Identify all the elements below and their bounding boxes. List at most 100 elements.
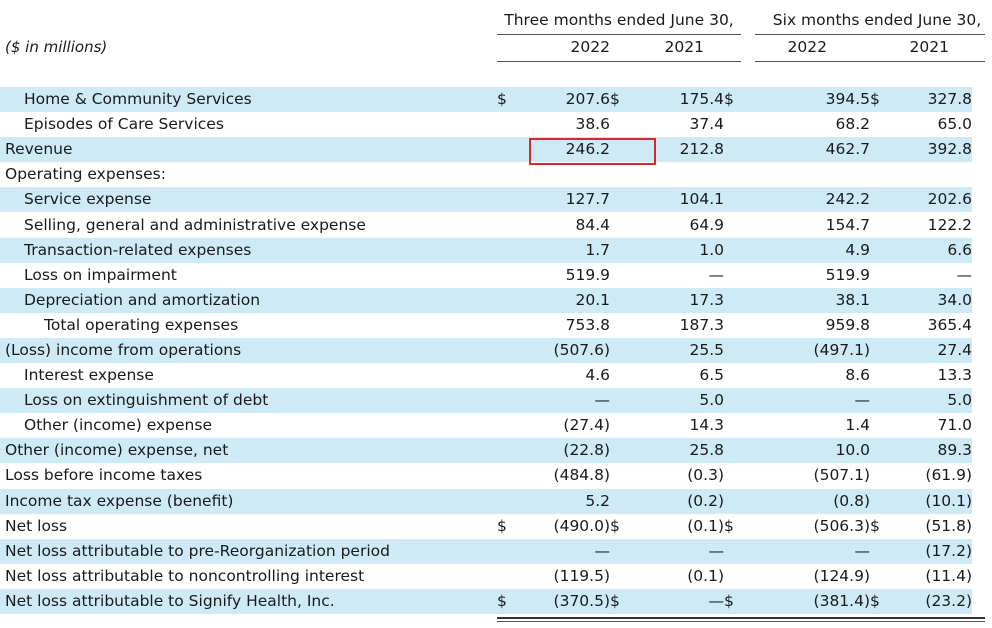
row-label: Net loss attributable to pre-Reorganizat… — [0, 538, 497, 564]
value-q2-2022: (22.8) — [517, 438, 610, 464]
currency-symbol — [724, 212, 748, 237]
table-row: Other (income) expense, net (22.8) 25.8 10.… — [0, 438, 972, 464]
currency-symbol — [610, 237, 634, 263]
currency-symbol — [870, 463, 894, 488]
currency-symbol — [497, 137, 517, 163]
value-h1-2021: 122.2 — [927, 215, 972, 234]
row-label: Loss on extinguishment of debt — [0, 388, 497, 414]
row-label: Home & Community Services — [0, 87, 497, 113]
table-row: Selling, general and administrative expe… — [0, 212, 972, 237]
currency-symbol — [870, 137, 894, 163]
value-h1-2021: — — [956, 265, 973, 284]
value-q2-2022: (27.4) — [563, 416, 610, 435]
currency-symbol — [610, 564, 634, 589]
six-months-header: Six months ended June 30, — [772, 11, 982, 29]
row-label: Other (income) expense, net — [0, 438, 497, 464]
value-q2-2022: (507.6) — [517, 337, 610, 364]
currency-symbol: $ — [610, 516, 620, 535]
currency-symbol — [870, 413, 894, 438]
value-q2-2021: 37.4 — [689, 115, 724, 134]
currency-symbol — [610, 287, 634, 313]
table-row: Loss before income taxes (484.8) (0.3) (507… — [0, 463, 972, 488]
value-q2-2022: 4.6 — [585, 366, 610, 385]
row-label: Other (income) expense — [24, 416, 212, 435]
table-row: Loss on extinguishment of debt — 5.0 — 5.0 — [0, 388, 972, 414]
row-label: Net loss — [5, 516, 68, 535]
value-q2-2021 — [634, 162, 724, 187]
row-label: Service expense — [0, 187, 497, 213]
currency-symbol — [610, 112, 634, 137]
currency-symbol — [497, 162, 517, 187]
value-h1-2021: 65.0 — [937, 115, 972, 134]
currency-symbol: $ — [870, 588, 894, 614]
value-h1-2022: 519.9 — [825, 265, 870, 284]
six-months-underline — [755, 34, 985, 35]
currency-symbol — [724, 287, 748, 313]
value-q2-2022 — [517, 162, 610, 187]
currency-symbol — [870, 388, 894, 414]
currency-symbol — [724, 363, 748, 388]
value-q2-2022: 519.9 — [565, 265, 610, 284]
table-row: Revenue 246.2 212.8 462.7 392.8 — [0, 137, 972, 163]
currency-symbol: $ — [610, 87, 634, 113]
currency-symbol — [497, 463, 517, 488]
table-row: Other (income) expense (27.4) 14.3 1.4 71.0 — [0, 413, 972, 438]
table-row: Loss on impairment 519.9 — 519.9 — — [0, 263, 972, 288]
row-label: Operating expenses: — [5, 165, 166, 184]
currency-symbol — [610, 363, 634, 388]
currency-symbol — [497, 112, 517, 137]
value-h1-2021: (10.1) — [894, 488, 972, 514]
table-row: Net loss $ (490.0) $ (0.1) $ (506.3) $ (51.8) — [0, 514, 972, 539]
row-label: Transaction-related expenses — [0, 237, 497, 263]
currency-symbol — [497, 287, 517, 313]
currency-symbol — [870, 538, 894, 564]
row-label: Depreciation and amortization — [0, 287, 497, 313]
value-h1-2022: (497.1) — [748, 337, 870, 364]
currency-symbol — [497, 212, 517, 237]
currency-symbol — [610, 388, 634, 414]
currency-symbol: $ — [497, 87, 517, 113]
currency-symbol — [870, 287, 894, 313]
value-q2-2021: 175.4 — [634, 87, 724, 113]
value-q2-2021: 25.5 — [634, 337, 724, 364]
currency-symbol — [497, 388, 517, 414]
value-q2-2022: 84.4 — [575, 215, 610, 234]
revenue-highlight-box — [529, 138, 656, 165]
currency-symbol — [724, 112, 748, 137]
currency-symbol — [610, 413, 634, 438]
value-q2-2022: — — [517, 538, 610, 564]
value-q2-2022: 38.6 — [575, 115, 610, 134]
value-h1-2021: 71.0 — [937, 416, 972, 435]
table-row: Operating expenses: — [0, 162, 972, 187]
currency-symbol — [724, 263, 748, 288]
row-label: (Loss) income from operations — [0, 337, 497, 364]
value-h1-2022: (0.8) — [748, 488, 870, 514]
currency-symbol — [497, 263, 517, 288]
currency-symbol — [497, 237, 517, 263]
value-h1-2022: — — [748, 538, 870, 564]
table-row: Episodes of Care Services 38.6 37.4 68.2 65.… — [0, 112, 972, 137]
value-h1-2022: (381.4) — [748, 588, 870, 614]
value-q2-2021: (0.1) — [687, 566, 724, 585]
three-months-underline — [497, 34, 741, 35]
table-row: Total operating expenses 753.8 187.3 959.8 3… — [0, 313, 972, 338]
value-h1-2022: 68.2 — [835, 115, 870, 134]
value-h1-2021: 89.3 — [894, 438, 972, 464]
currency-symbol — [610, 337, 634, 364]
currency-symbol — [724, 237, 748, 263]
value-h1-2021: (61.9) — [925, 466, 972, 485]
value-h1-2022: 1.4 — [845, 416, 870, 435]
currency-symbol — [497, 313, 517, 338]
value-h1-2022 — [748, 162, 870, 187]
table-row: Depreciation and amortization 20.1 17.3 38.… — [0, 287, 972, 313]
value-q2-2021: — — [634, 538, 724, 564]
currency-symbol — [610, 162, 634, 187]
row-label: Net loss attributable to Signify Health,… — [0, 588, 497, 614]
value-q2-2022: (370.5) — [517, 588, 610, 614]
currency-symbol: $ — [724, 516, 734, 535]
value-h1-2021: 27.4 — [894, 337, 972, 364]
currency-symbol — [610, 538, 634, 564]
year-underline-six — [755, 61, 985, 62]
currency-symbol — [610, 263, 634, 288]
currency-symbol — [610, 463, 634, 488]
